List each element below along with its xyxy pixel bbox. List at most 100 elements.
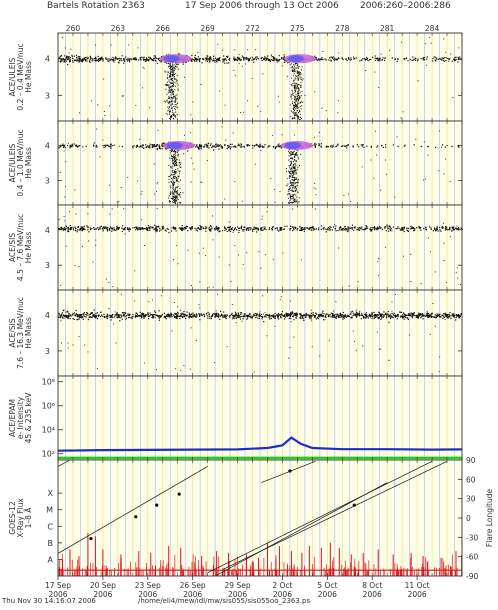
data-point [173,188,175,190]
data-point [62,228,64,230]
data-point [291,89,293,91]
data-point [293,104,295,106]
data-point [172,118,174,120]
data-point [197,58,199,60]
data-point [264,227,266,229]
data-point [293,73,295,75]
data-point [170,315,172,317]
data-point [312,314,315,316]
data-point [173,175,175,177]
data-point [106,230,109,232]
data-point [314,316,316,318]
data-point [134,270,136,272]
data-point [148,146,150,148]
data-point [63,228,65,231]
data-point [456,228,458,230]
data-point [66,310,69,312]
data-point [374,315,376,317]
data-point [381,313,383,315]
data-point [307,314,310,316]
data-point [112,316,114,319]
data-point [284,315,286,318]
data-point [237,312,240,314]
data-point [283,228,286,230]
data-point [181,229,183,231]
data-point [315,57,318,59]
data-point [292,94,294,96]
data-point [421,313,424,315]
data-point [292,172,294,174]
data-point [439,316,441,318]
data-point [161,314,163,316]
data-point [181,224,183,227]
data-point [361,145,364,147]
data-point [297,72,299,74]
data-point [322,319,325,321]
data-point [210,143,212,145]
data-point [269,59,271,62]
data-point [221,49,223,51]
data-point [224,62,226,64]
data-point [123,227,125,230]
data-point [151,227,153,229]
data-point [217,143,219,145]
data-point [415,314,417,317]
data-point [448,60,450,62]
data-point [434,228,436,230]
data-point [219,315,221,317]
data-point [118,200,120,202]
data-point [107,315,109,317]
data-point [237,313,239,315]
data-point [425,315,427,318]
data-point [346,59,348,62]
data-point [244,315,246,318]
data-point [387,228,389,230]
data-point [143,245,145,247]
data-point [205,143,208,145]
data-point [325,231,327,233]
data-point [141,56,143,58]
data-point [170,90,172,92]
data-point [313,316,315,318]
data-point [111,315,113,317]
doy-tick-label: 281 [380,24,395,33]
data-point [443,313,445,315]
data-point [159,148,162,150]
data-point [438,371,440,373]
data-point [320,146,322,148]
data-point [193,316,195,318]
data-point [216,59,218,61]
data-point [175,227,177,230]
data-point [113,323,115,325]
data-point [336,145,338,147]
data-point [442,57,445,60]
data-point [457,61,459,63]
data-point [266,58,268,60]
data-point [186,315,188,317]
data-point [240,313,242,315]
data-point [174,157,176,159]
data-point [79,58,81,60]
data-point [99,228,101,230]
data-point [169,73,171,75]
data-point [169,109,171,111]
data-point [390,228,392,230]
data-point [320,143,322,145]
data-point [149,58,151,60]
data-point [176,97,178,99]
data-point [289,187,291,189]
data-point [273,58,275,60]
data-point [382,57,384,59]
data-point [278,145,280,147]
data-point [240,143,242,145]
data-point [117,228,119,231]
data-point [322,316,324,318]
data-point [288,202,290,204]
data-point [68,61,71,63]
data-point [67,227,69,229]
data-point [144,228,146,230]
data-point [319,59,321,61]
data-point [373,229,376,231]
data-point [174,89,176,91]
data-point [290,162,292,164]
